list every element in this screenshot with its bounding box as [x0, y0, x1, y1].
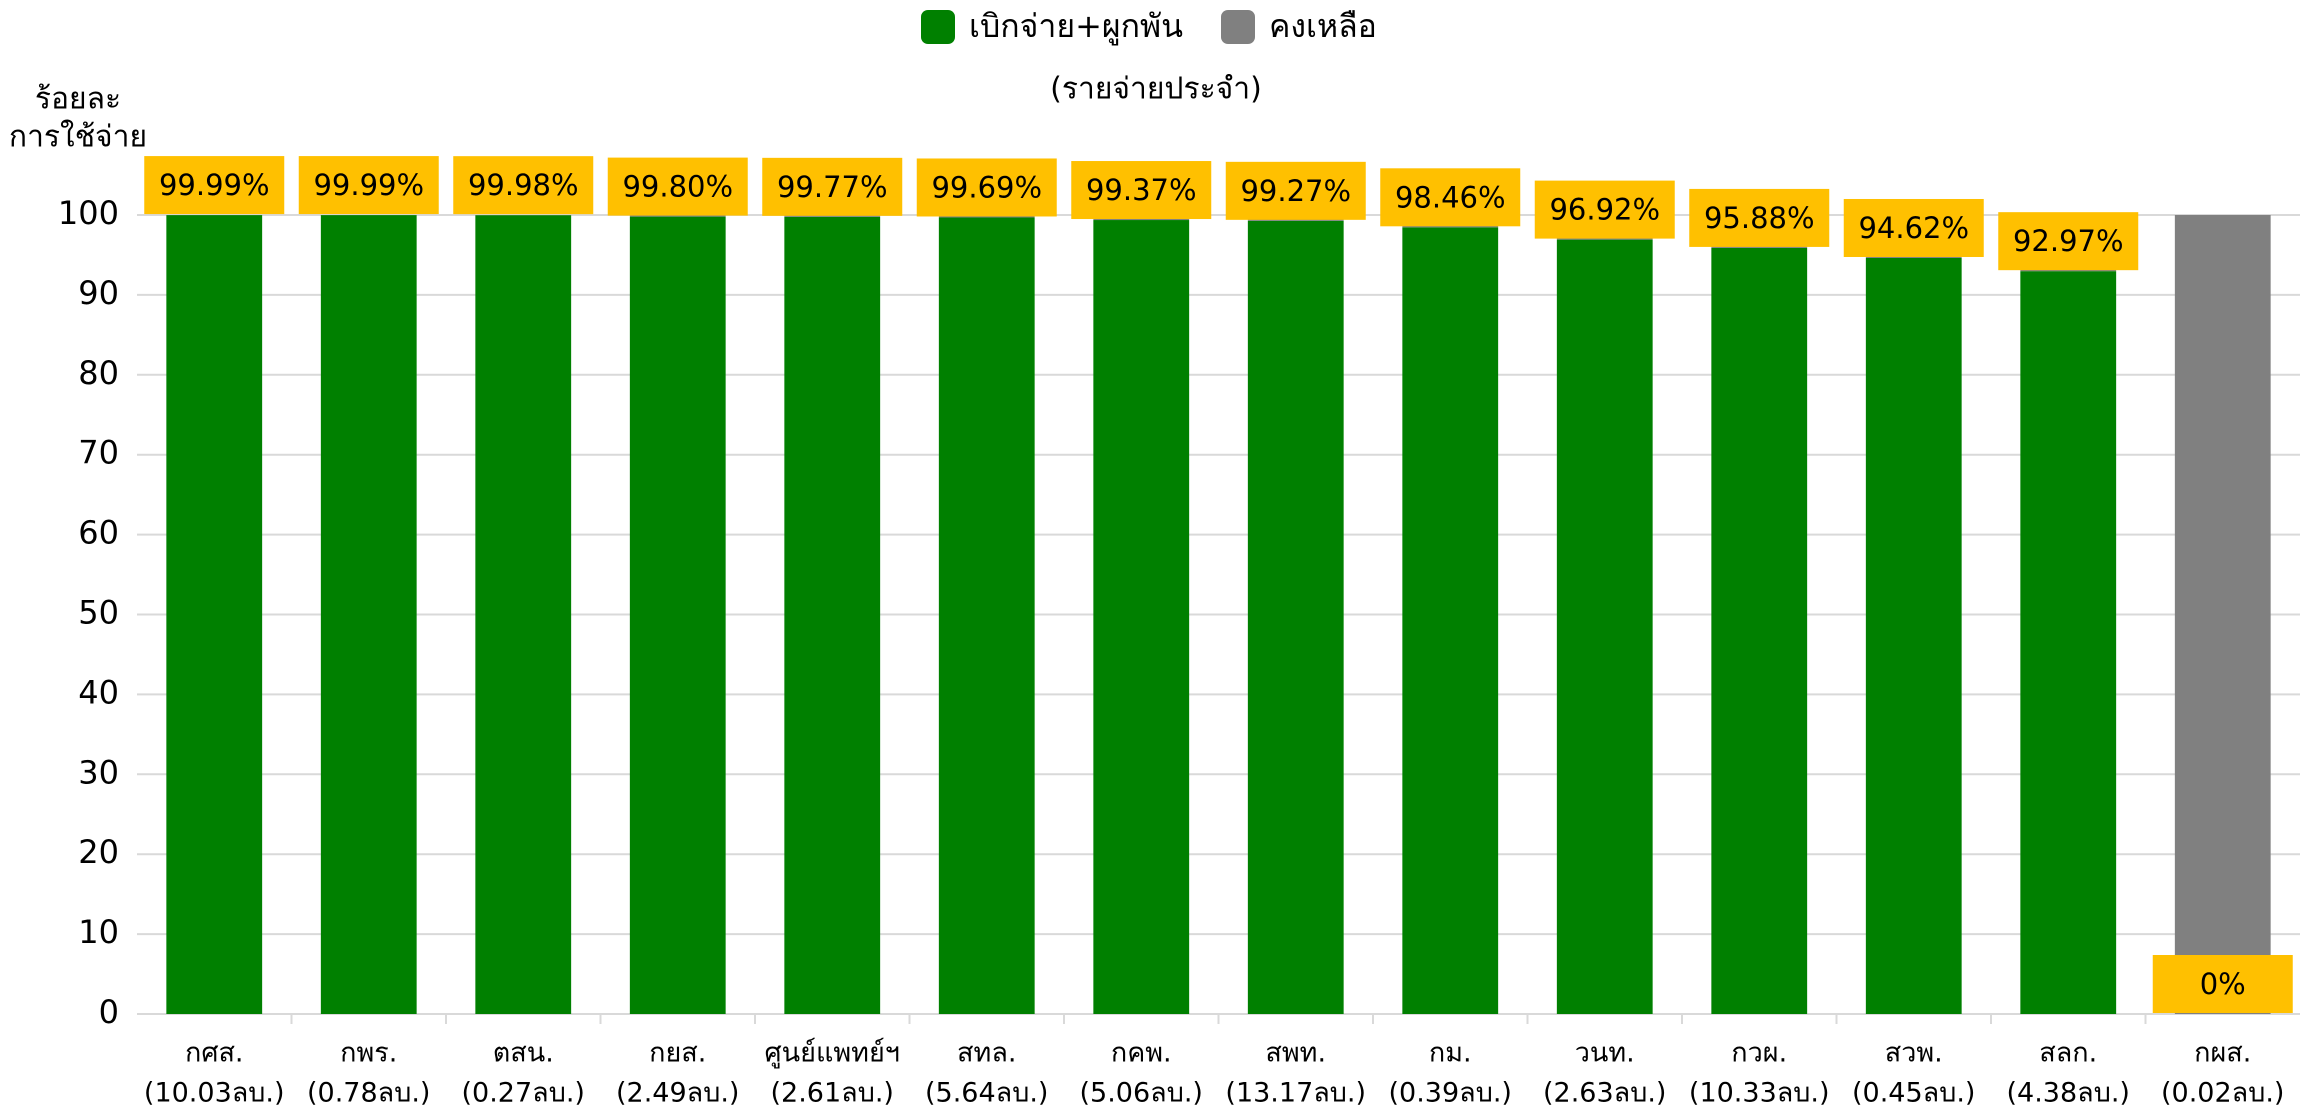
- y-tick-label: 100: [58, 194, 119, 232]
- x-tick-label: กพร.: [340, 1038, 397, 1069]
- x-tick-label: สพท.: [1265, 1038, 1326, 1069]
- y-tick-label: 10: [78, 913, 119, 951]
- data-label: 99.37%: [1086, 173, 1197, 207]
- x-tick-label: สลก.: [2039, 1038, 2097, 1069]
- legend-label: เบิกจ่าย+ผูกพัน: [969, 7, 1183, 46]
- bar: [1556, 239, 1653, 1015]
- chart-subtitle: (รายจ่ายประจำ): [1050, 72, 1262, 107]
- bar: [629, 215, 726, 217]
- x-tick-label: (13.17ลบ.): [1225, 1078, 1366, 1109]
- y-axis-label: การใช้จ่าย: [9, 120, 147, 155]
- x-tick-label: (5.06ลบ.): [1080, 1078, 1203, 1109]
- x-tick-label: ตสน.: [493, 1038, 554, 1069]
- y-tick-label: 0: [99, 993, 119, 1031]
- data-label-box: [453, 156, 594, 215]
- data-label: 96.92%: [1549, 193, 1660, 227]
- bar: [938, 217, 1035, 1014]
- x-tick-label: สทล.: [957, 1038, 1016, 1069]
- bar: [166, 215, 263, 1014]
- data-label-box: [1071, 161, 1212, 220]
- x-tick-label: วนท.: [1575, 1038, 1635, 1069]
- x-tick-label: กผส.: [2194, 1038, 2251, 1069]
- legend-swatch: [1221, 10, 1255, 44]
- data-label: 99.99%: [159, 168, 270, 202]
- data-label: 0%: [2200, 967, 2246, 1001]
- bar: [1247, 220, 1344, 1014]
- data-label-box: [1843, 198, 1984, 257]
- y-tick-label: 90: [78, 274, 119, 312]
- data-label-box: [1225, 161, 1366, 220]
- x-tick-label: กม.: [1429, 1038, 1472, 1069]
- x-tick-label: กศส.: [185, 1038, 244, 1069]
- bar: [1711, 247, 1808, 1014]
- bar: [2020, 271, 2117, 1015]
- data-label-box: [2152, 955, 2293, 1013]
- y-axis-label: ร้อยละ: [35, 82, 121, 117]
- data-label: 99.77%: [777, 170, 888, 204]
- data-label-box: [298, 156, 439, 215]
- x-tick-label: กวผ.: [1731, 1038, 1787, 1069]
- data-label: 95.88%: [1704, 201, 1815, 235]
- y-tick-label: 50: [78, 594, 119, 632]
- y-tick-label: 20: [78, 833, 119, 871]
- data-label-box: [1534, 180, 1675, 239]
- x-tick-label: (0.02ลบ.): [2161, 1078, 2284, 1109]
- bar: [1865, 257, 1962, 1014]
- bar: [629, 216, 726, 1014]
- data-label-box: [762, 157, 903, 216]
- bar: [1402, 227, 1499, 1015]
- x-tick-label: (0.27ลบ.): [462, 1078, 585, 1109]
- data-label: 99.69%: [931, 170, 1042, 204]
- x-tick-label: (0.39ลบ.): [1389, 1078, 1512, 1109]
- x-tick-label: กยส.: [649, 1038, 706, 1069]
- legend-label: คงเหลือ: [1269, 7, 1377, 45]
- x-tick-label: (10.03ลบ.): [144, 1078, 285, 1109]
- data-label-box: [916, 158, 1057, 217]
- data-label-box: [607, 157, 748, 216]
- x-tick-label: (2.61ลบ.): [771, 1078, 894, 1109]
- bar: [784, 215, 881, 217]
- bar: [475, 215, 572, 1015]
- bar: [320, 215, 417, 1014]
- y-tick-label: 70: [78, 434, 119, 472]
- x-tick-label: (2.63ลบ.): [1543, 1078, 1666, 1109]
- data-label-box: [1380, 168, 1521, 227]
- data-label: 92.97%: [2013, 224, 2124, 258]
- data-label-box: [1689, 188, 1830, 247]
- data-label: 99.99%: [313, 168, 424, 202]
- x-tick-label: (0.45ลบ.): [1852, 1078, 1975, 1109]
- legend-swatch: [921, 10, 955, 44]
- y-tick-label: 80: [78, 354, 119, 392]
- x-tick-label: สวพ.: [1885, 1038, 1943, 1069]
- y-tick-label: 30: [78, 753, 119, 791]
- x-tick-label: (0.78ลบ.): [307, 1078, 430, 1109]
- data-label: 99.27%: [1240, 174, 1351, 208]
- data-label: 98.46%: [1395, 180, 1506, 214]
- x-tick-label: (2.49ลบ.): [616, 1078, 739, 1109]
- bar: [784, 216, 881, 1014]
- data-label-box: [144, 156, 285, 215]
- data-label: 99.98%: [468, 168, 579, 202]
- bar: [1093, 220, 1190, 1015]
- data-label: 94.62%: [1858, 211, 1969, 245]
- y-tick-label: 40: [78, 673, 119, 711]
- x-tick-label: (5.64ลบ.): [925, 1078, 1048, 1109]
- x-tick-label: ศูนย์แพทย์ฯ: [765, 1037, 900, 1069]
- x-tick-label: (4.38ลบ.): [2007, 1078, 2130, 1109]
- x-tick-label: (10.33ลบ.): [1689, 1078, 1830, 1109]
- bar: [2174, 215, 2271, 1014]
- y-tick-label: 60: [78, 514, 119, 552]
- data-label-box: [1998, 212, 2139, 271]
- x-tick-label: กคพ.: [1111, 1038, 1172, 1069]
- data-label: 99.80%: [622, 170, 733, 204]
